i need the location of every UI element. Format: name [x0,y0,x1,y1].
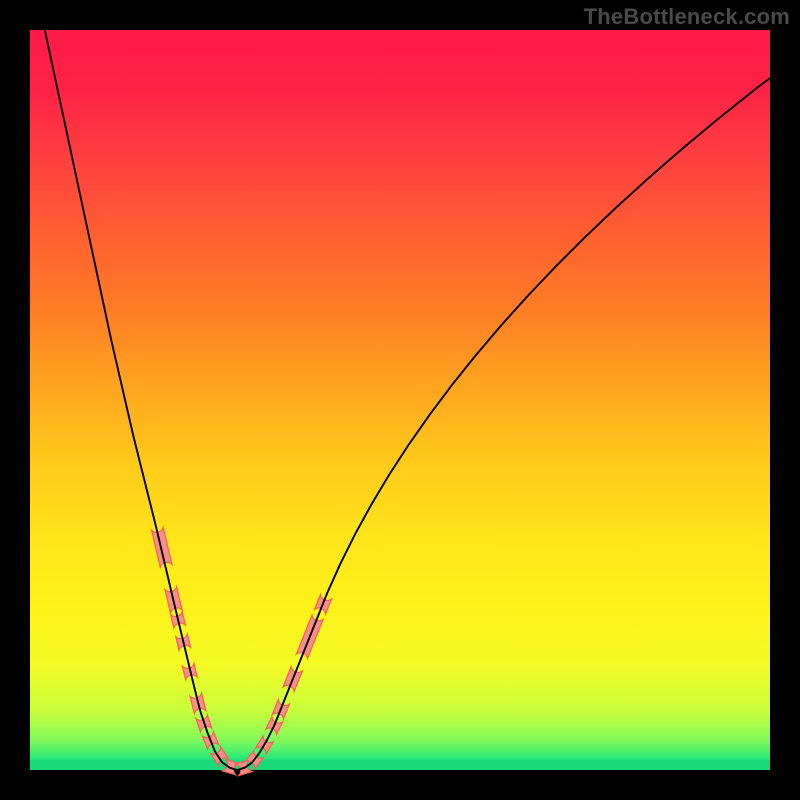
bottom-green-band [30,760,770,770]
bottleneck-chart [0,0,800,800]
plot-background [30,30,770,770]
chart-stage: TheBottleneck.com [0,0,800,800]
